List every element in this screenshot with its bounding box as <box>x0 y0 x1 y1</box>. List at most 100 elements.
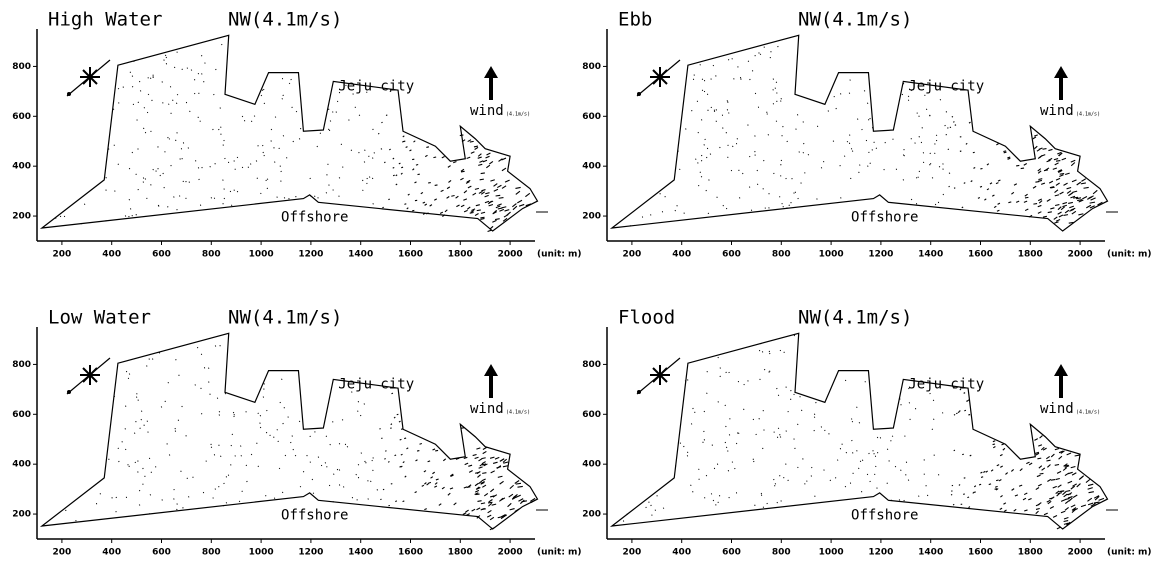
x-tick-label: 400 <box>102 250 121 260</box>
vector <box>496 195 501 196</box>
vector <box>248 167 249 168</box>
x-tick-label: 1200 <box>298 548 323 558</box>
vector <box>932 178 933 179</box>
vector <box>307 455 308 456</box>
vector <box>260 193 261 194</box>
vector <box>718 502 719 503</box>
x-unit: (unit: m) <box>1107 548 1152 558</box>
vector <box>223 180 224 181</box>
vector <box>202 167 203 168</box>
vector <box>763 160 764 161</box>
x-tick-label: 1200 <box>868 548 893 558</box>
vector <box>749 79 750 80</box>
vector <box>769 193 770 194</box>
vector <box>675 210 676 211</box>
vector <box>993 444 995 445</box>
vector <box>482 473 486 474</box>
vector <box>326 436 327 437</box>
vector <box>1016 165 1019 166</box>
vector <box>859 165 860 166</box>
vector <box>242 116 243 117</box>
vector <box>1021 168 1024 169</box>
vector <box>702 79 703 80</box>
vector <box>169 139 170 140</box>
vector <box>118 164 119 165</box>
vector <box>714 111 715 112</box>
vector <box>134 61 135 62</box>
wind-speed: (4.1m/s) <box>506 410 530 416</box>
vector <box>862 460 863 461</box>
vector <box>189 111 190 112</box>
vector <box>732 462 733 463</box>
vector <box>796 129 797 130</box>
vector <box>373 204 374 205</box>
vector <box>230 465 231 466</box>
vector <box>908 96 909 97</box>
vector <box>488 502 492 503</box>
x-tick-label: 1600 <box>968 548 993 558</box>
vector <box>858 468 859 469</box>
vector <box>406 147 408 148</box>
vector <box>797 424 798 425</box>
vector <box>141 419 142 420</box>
vector <box>964 183 965 184</box>
y-tick-label: 800 <box>582 62 601 72</box>
vector <box>786 178 787 179</box>
domain-outline <box>612 333 1108 529</box>
vector <box>701 160 702 161</box>
y-tick-label: 600 <box>582 410 601 420</box>
vector <box>1056 161 1060 162</box>
vector <box>148 94 149 95</box>
vector <box>488 230 492 231</box>
vector <box>391 393 392 394</box>
vector <box>211 444 212 445</box>
vector <box>964 410 966 411</box>
vector <box>728 145 729 146</box>
wind-label: wind <box>1040 103 1074 119</box>
vector <box>282 99 283 100</box>
vector <box>140 428 141 429</box>
vector <box>955 125 956 126</box>
vector <box>221 44 222 45</box>
vector <box>679 169 680 170</box>
vector <box>130 72 131 73</box>
wind-label: wind <box>470 401 504 417</box>
vector <box>129 466 130 467</box>
vector <box>690 485 691 486</box>
vector <box>139 505 140 506</box>
vector <box>1040 473 1044 474</box>
figure: High WaterNW(4.1m/s)20040060080010001200… <box>0 0 1154 566</box>
vector <box>725 405 726 406</box>
panel: Low WaterNW(4.1m/s)200400600800100012001… <box>12 307 581 558</box>
vector <box>789 205 790 206</box>
vector <box>704 411 705 412</box>
vector <box>1057 527 1061 529</box>
vector <box>211 447 212 448</box>
vector <box>136 394 137 395</box>
vector <box>709 180 710 181</box>
vector <box>289 83 290 84</box>
panel: FloodNW(4.1m/s)2004006008001000120014001… <box>582 307 1151 558</box>
vector <box>372 178 373 179</box>
vector <box>779 197 780 198</box>
vector <box>704 145 705 146</box>
vector <box>726 447 727 448</box>
vector <box>477 501 481 502</box>
vector <box>260 423 261 424</box>
vector <box>934 153 935 154</box>
vector <box>876 148 877 149</box>
y-tick-label: 400 <box>12 162 31 172</box>
x-tick-label: 2000 <box>1068 250 1093 260</box>
panel-title: Flood <box>618 307 675 329</box>
vector <box>347 447 348 448</box>
vector <box>263 152 264 153</box>
vector <box>359 152 360 153</box>
vector <box>769 208 770 209</box>
vector <box>727 101 728 102</box>
x-tick-label: 800 <box>202 250 221 260</box>
domain-outline <box>42 333 538 529</box>
vector <box>219 415 220 416</box>
vector <box>470 141 474 142</box>
vector <box>480 179 484 180</box>
x-tick-label: 400 <box>102 548 121 558</box>
